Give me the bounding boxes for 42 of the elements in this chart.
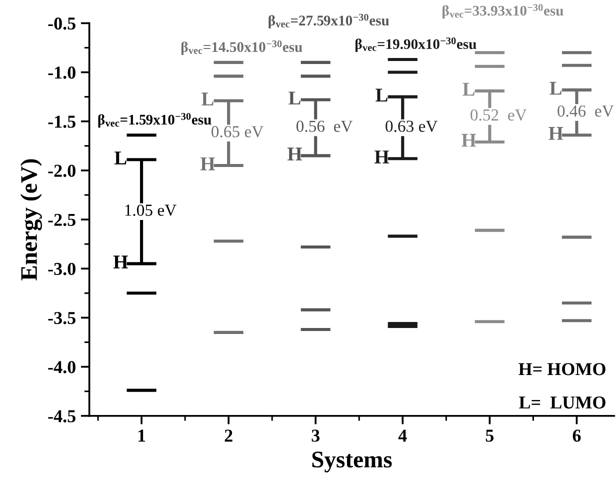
y-tick-label: -1.5 (48, 116, 76, 128)
annotation: L (288, 92, 300, 104)
y-tick-label: -3.0 (48, 262, 76, 276)
text: β$_{vec}$=33.93x10$^{−30}$esu (442, 4, 564, 19)
annotation: 0.56 eV (296, 120, 353, 132)
annotation: H (462, 134, 476, 147)
y-tick-label: -1.0 (48, 66, 76, 79)
y-tick-label: -3.5 (48, 312, 76, 324)
annotation: H (287, 148, 302, 160)
y-tick-label: -2.5 (48, 214, 76, 226)
x-tick-label: 3 (312, 430, 320, 442)
annotation: L (114, 152, 126, 164)
annotation: L (376, 88, 388, 102)
annotation: 0.63 eV (386, 120, 438, 132)
annotation: β$_{vec}$=14.50x10$^{−30}$esu (181, 40, 302, 55)
annotation: L (462, 82, 474, 96)
annotation: H= HOMO (518, 363, 606, 376)
annotation: H (548, 127, 564, 140)
x-tick-label: 1 (138, 430, 146, 442)
annotation: L (550, 82, 562, 95)
annotation: 0.52 eV (470, 109, 527, 121)
y-tick-label: -4.0 (48, 361, 76, 374)
y-tick-label: -0.5 (48, 17, 76, 30)
annotation: 0.65 eV (212, 126, 264, 138)
y-tick-label: -2.0 (48, 164, 76, 177)
annotation: L= LUMO (519, 396, 606, 409)
annotation: L (202, 92, 214, 106)
x-tick-label: 5 (486, 430, 494, 442)
y-axis-title: Energy (eV) (20, 159, 42, 280)
x-axis-title: Systems (312, 452, 392, 472)
annotation: H (374, 150, 390, 164)
x-tick-label: 2 (224, 430, 232, 442)
annotation: β$_{vec}$=27.59x10$^{−30}$esu (268, 14, 389, 28)
y-tick-label: -4.5 (48, 410, 76, 422)
x-tick-label: 6 (572, 430, 581, 442)
annotation: β$_{vec}$=19.90x10$^{−30}$esu (356, 37, 476, 52)
annotation: 0.46 eV (558, 105, 614, 117)
annotation: H (200, 157, 215, 170)
annotation: β$_{vec}$=1.59x10$^{−30}$esu (98, 113, 212, 128)
x-tick-label: 4 (398, 430, 407, 442)
annotation: H (113, 256, 128, 268)
annotation: 1.05 eV (125, 204, 176, 216)
